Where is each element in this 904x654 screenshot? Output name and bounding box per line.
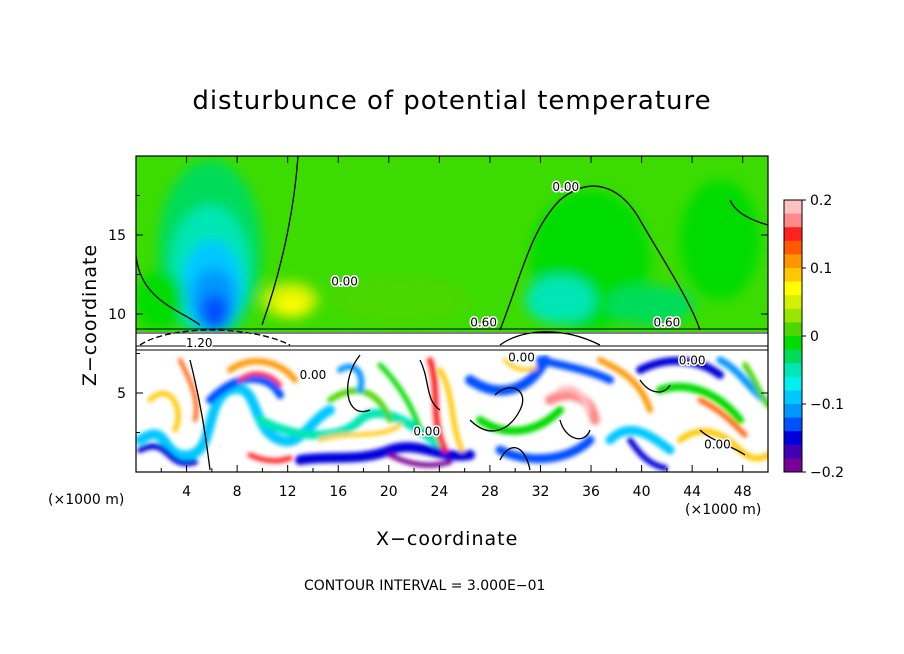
colorbar-segment xyxy=(784,254,802,269)
x-tick-label: 16 xyxy=(329,484,347,500)
contour-interval-note: CONTOUR INTERVAL = 3.000E−01 xyxy=(304,578,546,594)
x-tick-label: 20 xyxy=(380,484,398,500)
lower-field-eddies xyxy=(136,355,768,471)
contour-label: 0.00 xyxy=(552,180,579,194)
colorbar-segment xyxy=(784,281,802,296)
contour-lines xyxy=(136,156,768,471)
colorbar-segment xyxy=(784,417,802,432)
colorbar-tick-label: −0.1 xyxy=(810,397,844,413)
colorbar-segment xyxy=(784,240,802,255)
contour-label-halo: 0.00 xyxy=(300,368,327,382)
colorbar-segment xyxy=(784,404,802,419)
colorbar-segment xyxy=(784,295,802,310)
x-tick-label: 44 xyxy=(683,484,701,500)
x-axis-ticks: 4 8 12 16 20 24 28 32 36 40 44 48 xyxy=(160,156,752,500)
colorbar-segment xyxy=(784,349,802,364)
colorbar-segment xyxy=(784,431,802,446)
contour-labels: 0.000.000.000.000.600.60 0.600.601.201.20… xyxy=(184,178,732,453)
y-tick-label: 15 xyxy=(108,228,126,244)
x-unit-label-left: (×1000 m) xyxy=(48,492,125,508)
x-tick-label: 4 xyxy=(182,484,191,500)
colorbar-segment xyxy=(784,322,802,337)
x-tick-label: 32 xyxy=(532,484,550,500)
colorbar-tick-label: 0.1 xyxy=(810,261,832,277)
colorbar-tick-label: 0.2 xyxy=(810,193,832,209)
y-tick-label: 10 xyxy=(108,307,126,323)
x-tick-label: 12 xyxy=(279,484,297,500)
colorbar-tick-label: 0 xyxy=(810,329,819,345)
x-tick-label: 24 xyxy=(430,484,448,500)
colorbar-segment xyxy=(784,308,802,323)
x-unit-label-right: (×1000 m) xyxy=(685,502,762,518)
contour-label-halo: 0.00 xyxy=(508,350,535,364)
colorbar-segment xyxy=(784,376,802,391)
interface-band xyxy=(136,332,768,348)
upper-field-blobs xyxy=(136,160,760,340)
contour-label-halo: 0.60 xyxy=(470,316,497,330)
colorbar-segment xyxy=(784,213,802,228)
colorbar: 0.2 0.1 0 −0.1 −0.2 xyxy=(783,193,844,481)
y-axis-label: Z−coordinate xyxy=(79,243,101,387)
contour-label-halo: 0.00 xyxy=(679,354,706,368)
chart-title: disturbunce of potential temperature xyxy=(192,86,712,116)
colorbar-segment xyxy=(784,200,802,215)
colorbar-segment xyxy=(784,268,802,283)
contour-label: 1.20 xyxy=(186,336,213,350)
x-tick-label: 48 xyxy=(734,484,752,500)
y-tick-label: 5 xyxy=(117,386,126,402)
x-axis-label: X−coordinate xyxy=(376,528,519,550)
contour-label: 0.60 xyxy=(470,316,497,330)
colorbar-segment xyxy=(784,363,802,378)
contour-label-halo: 1.20 xyxy=(186,336,213,350)
colorbar-segment xyxy=(784,458,802,473)
x-tick-label: 8 xyxy=(233,484,242,500)
contour-label-halo: 0.00 xyxy=(413,425,440,439)
contour-label: 0.00 xyxy=(300,368,327,382)
contour-label-halo: 0.00 xyxy=(331,275,358,289)
colorbar-segment xyxy=(784,390,802,405)
contour-label: 0.00 xyxy=(679,354,706,368)
contour-label: 0.00 xyxy=(331,275,358,289)
x-tick-label: 40 xyxy=(633,484,651,500)
colorbar-segment xyxy=(784,336,802,351)
contour-label: 0.00 xyxy=(508,350,535,364)
colorbar-segment xyxy=(784,444,802,459)
contour-label-halo: 0.00 xyxy=(552,180,579,194)
x-tick-label: 28 xyxy=(481,484,499,500)
contour-label-halo: 0.60 xyxy=(654,316,681,330)
contour-label-halo: 0.00 xyxy=(704,437,731,451)
contour-label: 0.00 xyxy=(413,425,440,439)
colorbar-tick-label: −0.2 xyxy=(810,465,844,481)
heatmap-field xyxy=(136,156,768,472)
y-axis-ticks: 5 10 15 xyxy=(108,195,768,433)
colorbar-segment xyxy=(784,227,802,242)
x-tick-label: 36 xyxy=(582,484,600,500)
contour-label: 0.00 xyxy=(704,437,731,451)
contour-label: 0.60 xyxy=(654,316,681,330)
